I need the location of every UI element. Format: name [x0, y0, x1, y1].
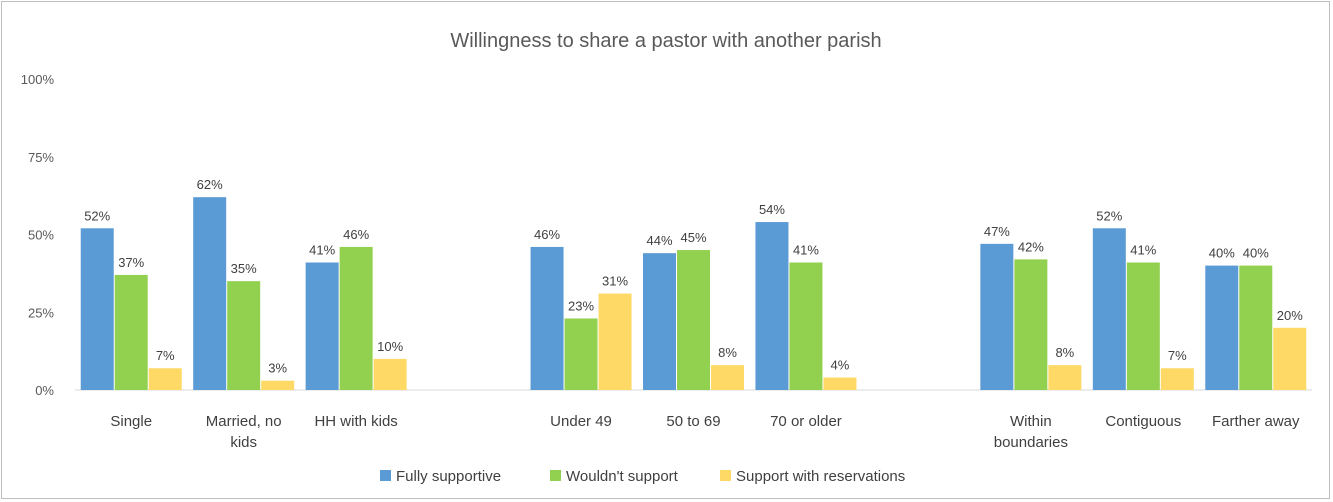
- bar: [530, 246, 564, 390]
- bar: [1239, 265, 1273, 390]
- bar: [643, 253, 676, 390]
- data-label: 8%: [1055, 345, 1074, 360]
- bar: [1273, 327, 1307, 390]
- legend-swatch: [550, 470, 561, 481]
- data-label: 44%: [646, 233, 672, 248]
- data-label: 40%: [1243, 246, 1269, 261]
- data-label: 31%: [602, 274, 628, 289]
- data-label: 54%: [759, 202, 785, 217]
- legend-label: Wouldn't support: [566, 468, 679, 485]
- data-label: 8%: [718, 345, 737, 360]
- bar: [339, 246, 373, 390]
- bar: [564, 318, 598, 390]
- data-label: 47%: [984, 224, 1010, 239]
- bar: [598, 293, 632, 390]
- category-label: HH with kids: [314, 413, 397, 430]
- data-label: 23%: [568, 298, 594, 313]
- bar: [80, 228, 114, 390]
- y-tick-label: 0%: [35, 383, 54, 398]
- data-label: 41%: [793, 242, 819, 257]
- legend-swatch: [380, 470, 391, 481]
- data-label: 7%: [156, 348, 175, 363]
- category-label: 50 to 69: [666, 413, 720, 430]
- bar: [1126, 262, 1160, 390]
- category-label: Single: [110, 413, 152, 430]
- data-label: 4%: [831, 358, 850, 373]
- y-tick-label: 100%: [21, 72, 55, 87]
- bar: [114, 274, 148, 390]
- bar: [261, 380, 295, 390]
- data-label: 46%: [534, 227, 560, 242]
- bar: [1205, 265, 1239, 390]
- legend: Fully supportive Wouldn't support Support …: [380, 468, 905, 485]
- x-axis: Single Married, no kids HH with kids Under 4…: [110, 413, 1300, 451]
- data-label: 52%: [84, 208, 110, 223]
- category-label: kids: [230, 434, 257, 451]
- bar: [373, 358, 407, 390]
- data-label: 7%: [1168, 348, 1187, 363]
- data-label: 52%: [1096, 208, 1122, 223]
- bar: [1092, 228, 1126, 390]
- data-label: 20%: [1277, 308, 1303, 323]
- bar: [755, 222, 789, 390]
- bar: [1160, 368, 1194, 390]
- bar: [305, 262, 339, 390]
- category-label: boundaries: [994, 434, 1068, 451]
- category-label: Contiguous: [1105, 413, 1181, 430]
- data-label: 42%: [1018, 239, 1044, 254]
- data-label: 45%: [680, 230, 706, 245]
- category-label: Under 49: [550, 413, 612, 430]
- bar: [711, 365, 744, 390]
- data-label: 3%: [268, 361, 287, 376]
- data-labels: 52% 37% 7% 62% 35% 3% 41% 46% 10% 46% 23% 31% 44% 45%…: [84, 177, 1303, 375]
- data-label: 41%: [1130, 242, 1156, 257]
- data-label: 46%: [343, 227, 369, 242]
- y-tick-label: 25%: [28, 305, 54, 320]
- bar: [1048, 365, 1082, 390]
- category-label: 70 or older: [770, 413, 842, 430]
- bar: [1014, 259, 1048, 390]
- bar: [980, 243, 1014, 390]
- legend-label: Fully supportive: [396, 468, 501, 485]
- data-label: 35%: [231, 261, 257, 276]
- data-label: 41%: [309, 242, 335, 257]
- legend-swatch: [720, 470, 731, 481]
- bar: [193, 197, 227, 390]
- data-label: 62%: [197, 177, 223, 192]
- data-label: 40%: [1209, 246, 1235, 261]
- bar: [148, 368, 182, 390]
- category-label: Within: [1010, 413, 1052, 430]
- category-label: Farther away: [1212, 413, 1300, 430]
- bar: [677, 250, 710, 390]
- data-label: 10%: [377, 339, 403, 354]
- chart-title: Willingness to share a pastor with anoth…: [450, 30, 881, 52]
- bar: [227, 281, 261, 390]
- y-tick-label: 50%: [28, 228, 54, 243]
- category-label: Married, no: [206, 413, 282, 430]
- bar: [823, 377, 857, 390]
- y-tick-label: 75%: [28, 150, 54, 165]
- bars: [80, 197, 1307, 390]
- bar: [789, 262, 823, 390]
- data-label: 37%: [118, 255, 144, 270]
- legend-label: Support with reservations: [736, 468, 905, 485]
